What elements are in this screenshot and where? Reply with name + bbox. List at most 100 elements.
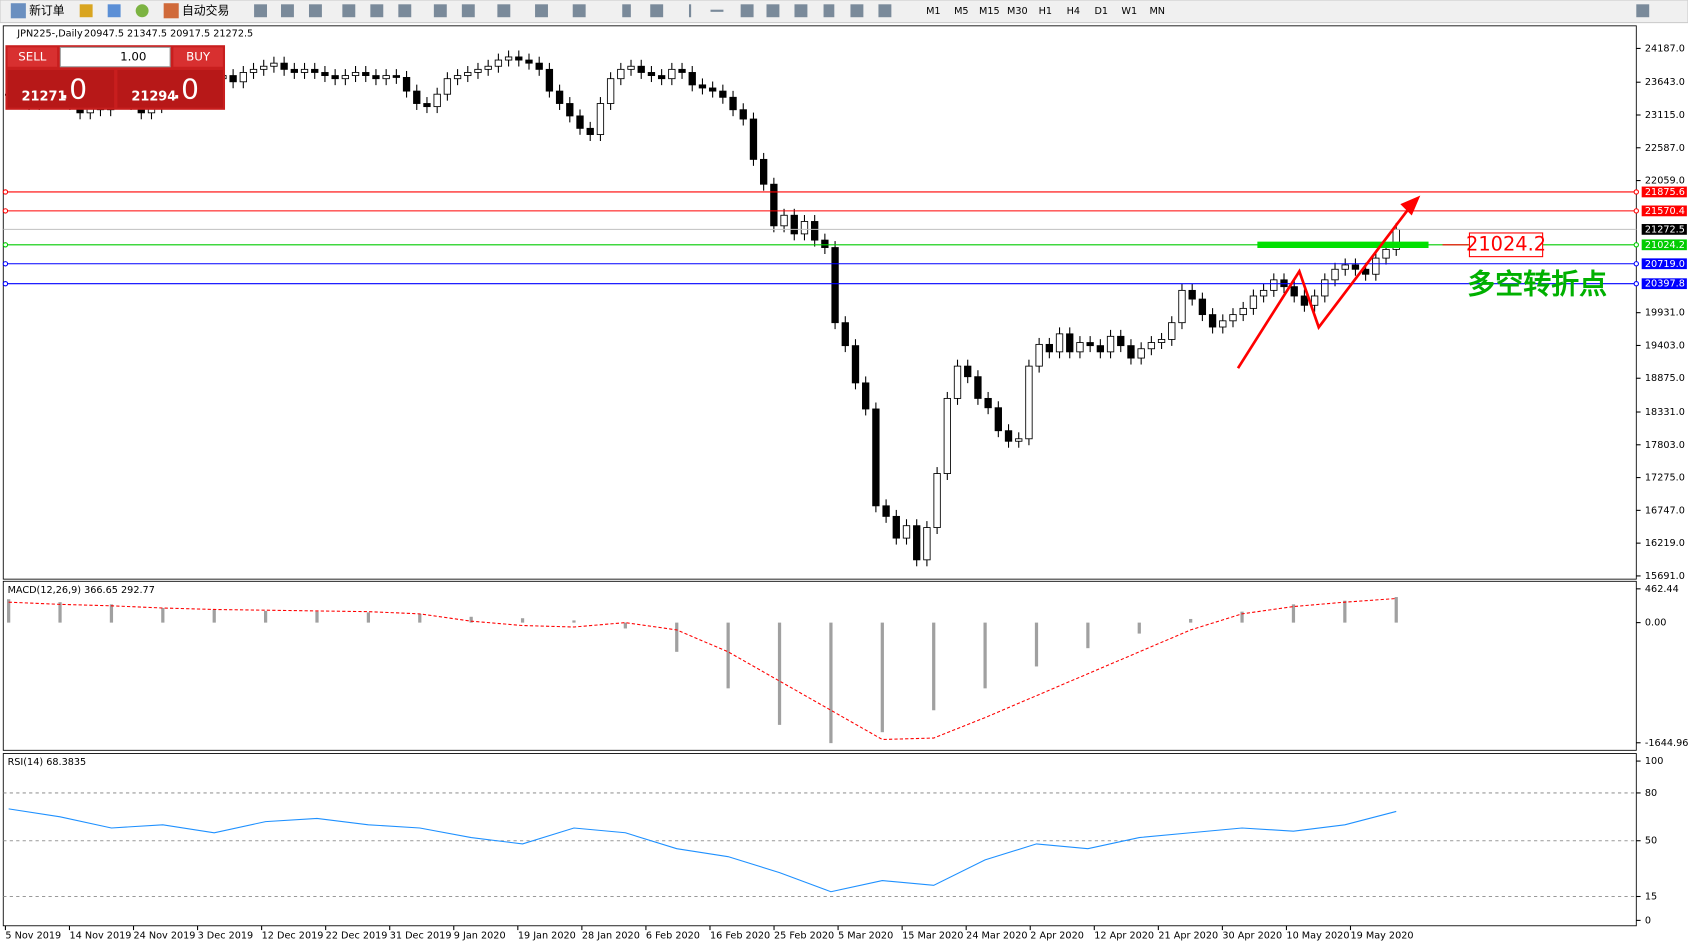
candle-body: [372, 75, 380, 80]
icon[interactable]: [878, 4, 892, 18]
candle-body: [1178, 289, 1186, 324]
ask-big[interactable]: 21294: [131, 89, 176, 104]
icon[interactable]: [740, 4, 754, 18]
macd-bar: [623, 622, 627, 629]
sell-label[interactable]: SELL: [18, 50, 47, 64]
icon[interactable]: [650, 4, 664, 18]
icon[interactable]: [398, 4, 412, 18]
icon[interactable]: [497, 4, 511, 18]
auto-trade-button[interactable]: 自动交易: [182, 3, 229, 17]
icon[interactable]: [79, 4, 93, 18]
buy-label[interactable]: BUY: [186, 50, 211, 64]
icon[interactable]: [254, 4, 268, 18]
icon[interactable]: [622, 4, 631, 18]
icon[interactable]: [308, 4, 322, 18]
buy-button[interactable]: [173, 47, 223, 67]
icon[interactable]: [823, 4, 835, 18]
candle-body: [984, 397, 992, 409]
y-tick-label: 16219.0: [1645, 538, 1685, 549]
candle-body: [627, 65, 635, 70]
icon[interactable]: [280, 4, 294, 18]
candle-body: [923, 527, 931, 561]
y-tick-label: 22059.0: [1645, 176, 1685, 187]
timeframe-button[interactable]: M1: [926, 6, 941, 17]
icon[interactable]: [535, 4, 548, 18]
macd-bar: [366, 612, 371, 623]
new-order-icon[interactable]: [10, 3, 26, 19]
sell-button[interactable]: [7, 47, 58, 67]
y-tick-label: 23115.0: [1645, 110, 1685, 121]
search-icon[interactable]: [1636, 4, 1650, 18]
timeframe-button[interactable]: M30: [1007, 6, 1028, 17]
candle-body: [311, 68, 319, 73]
macd-bar: [1189, 618, 1193, 623]
macd-panel: [2, 580, 1637, 751]
icon[interactable]: [342, 4, 356, 18]
timeframe-button[interactable]: M5: [954, 6, 969, 17]
candle-body: [1157, 339, 1166, 343]
icon[interactable]: [850, 4, 864, 18]
icon[interactable]: [461, 4, 475, 18]
x-tick-label: 28 Jan 2020: [582, 930, 640, 941]
new-order-button[interactable]: 新订单: [29, 3, 65, 17]
macd-bar: [212, 609, 216, 623]
bid-big[interactable]: 21271: [22, 89, 67, 104]
candle-body: [657, 75, 666, 80]
ask-small[interactable]: .0: [172, 72, 199, 105]
candle-body: [1259, 289, 1268, 297]
lot-value[interactable]: 1.00: [120, 50, 146, 64]
x-tick-label: 24 Mar 2020: [966, 930, 1027, 941]
x-tick-label: 10 May 2020: [1286, 930, 1349, 941]
icon[interactable]: [794, 4, 808, 18]
candle-body: [464, 72, 472, 77]
timeframe-button[interactable]: W1: [1121, 6, 1137, 17]
ask-box[interactable]: [117, 69, 223, 108]
candle-body: [566, 103, 574, 117]
candle-body: [423, 103, 431, 108]
candle-body: [331, 75, 339, 80]
lot-input[interactable]: [59, 46, 171, 68]
candle-body: [1035, 343, 1043, 367]
icon[interactable]: [433, 4, 447, 18]
candle-body: [321, 72, 329, 77]
timeframe-button[interactable]: D1: [1094, 6, 1108, 17]
candle-body: [637, 65, 645, 73]
icon[interactable]: [370, 4, 384, 18]
level-handle: [1633, 261, 1639, 267]
icon[interactable]: [135, 4, 149, 18]
candle-body: [341, 75, 350, 80]
auto-trade-icon[interactable]: [163, 3, 179, 19]
timeframes: M1 M5 M15 M30 H1 H4 D1 W1 MN: [926, 6, 1165, 17]
candle-body: [698, 84, 707, 89]
timeframe-button[interactable]: H1: [1039, 6, 1052, 17]
level-label-bg: [1641, 205, 1687, 217]
candle-body: [1372, 257, 1380, 275]
candle-body: [882, 505, 890, 517]
bid-box[interactable]: [7, 69, 115, 108]
macd-bar: [1034, 622, 1039, 667]
candle-body: [1045, 343, 1053, 353]
icon[interactable]: [107, 4, 121, 18]
icon[interactable]: [766, 4, 780, 18]
bid-small[interactable]: .0: [60, 72, 87, 105]
macd-bar: [469, 616, 473, 623]
timeframe-button[interactable]: H4: [1067, 6, 1080, 17]
macd-bar: [726, 622, 730, 689]
timeframe-button[interactable]: MN: [1149, 6, 1165, 17]
candle-body: [800, 221, 809, 235]
candle-body: [790, 214, 798, 235]
y-tick-label: 15691.0: [1645, 571, 1685, 582]
candle-body: [1229, 314, 1237, 322]
y-tick-label: 50: [1645, 836, 1657, 847]
x-tick-label: 19 May 2020: [1350, 930, 1413, 941]
icon[interactable]: [688, 4, 692, 18]
icon[interactable]: [710, 9, 724, 12]
candle-body: [1137, 348, 1145, 359]
y-tick-label: 15: [1645, 891, 1657, 902]
candle-body: [1004, 430, 1013, 442]
timeframe-button[interactable]: M15: [979, 6, 1000, 17]
icon[interactable]: [572, 4, 586, 18]
level-handle: [1633, 242, 1639, 248]
macd-bar: [932, 622, 936, 711]
candle-body: [668, 68, 676, 80]
